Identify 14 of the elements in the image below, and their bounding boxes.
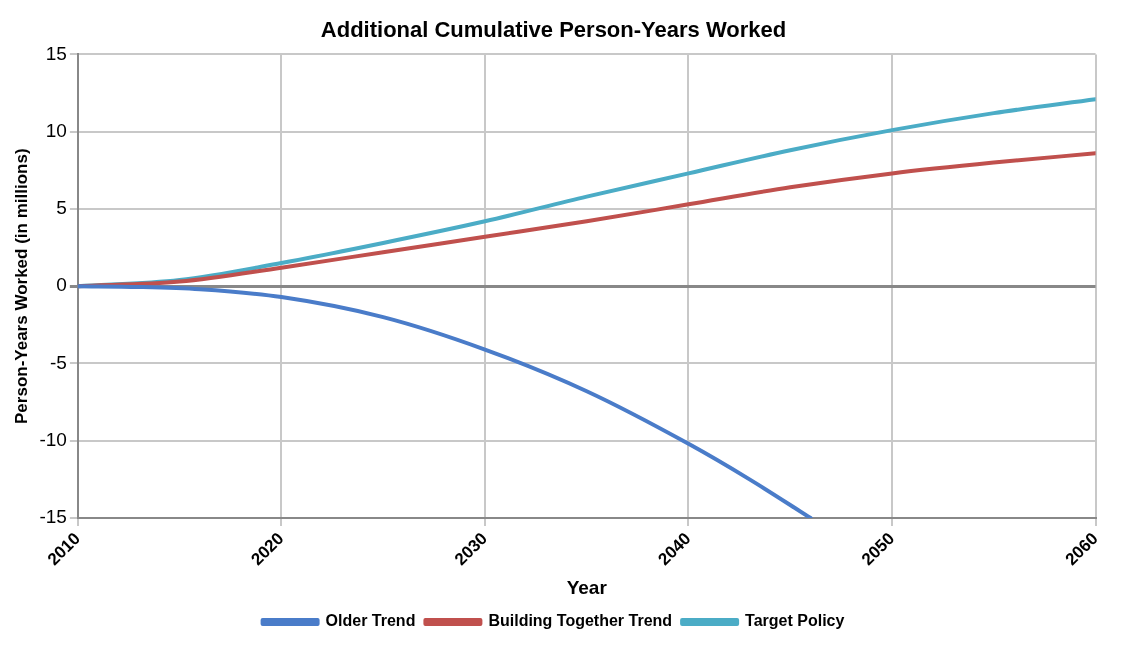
legend-label: Older Trend: [325, 612, 416, 630]
y-tick-label: 0: [56, 274, 67, 296]
y-tick-label: 15: [45, 42, 67, 64]
y-tick-label: 5: [56, 197, 67, 219]
line-series: [77, 284, 813, 519]
legend-label: Target Policy: [745, 612, 845, 630]
y-tick-label: -10: [39, 429, 67, 450]
y-tick-label: -15: [39, 506, 67, 528]
chart-title: Additional Cumulative Person-Years Worked: [320, 17, 787, 43]
y-tick-label: 10: [45, 119, 67, 141]
y-tick-label: -5: [49, 351, 67, 373]
y-axis-title: Person-Years Worked (in millions): [11, 148, 31, 424]
x-axis-title: Year: [566, 576, 608, 598]
legend-label: Building Together Trend: [488, 612, 673, 630]
